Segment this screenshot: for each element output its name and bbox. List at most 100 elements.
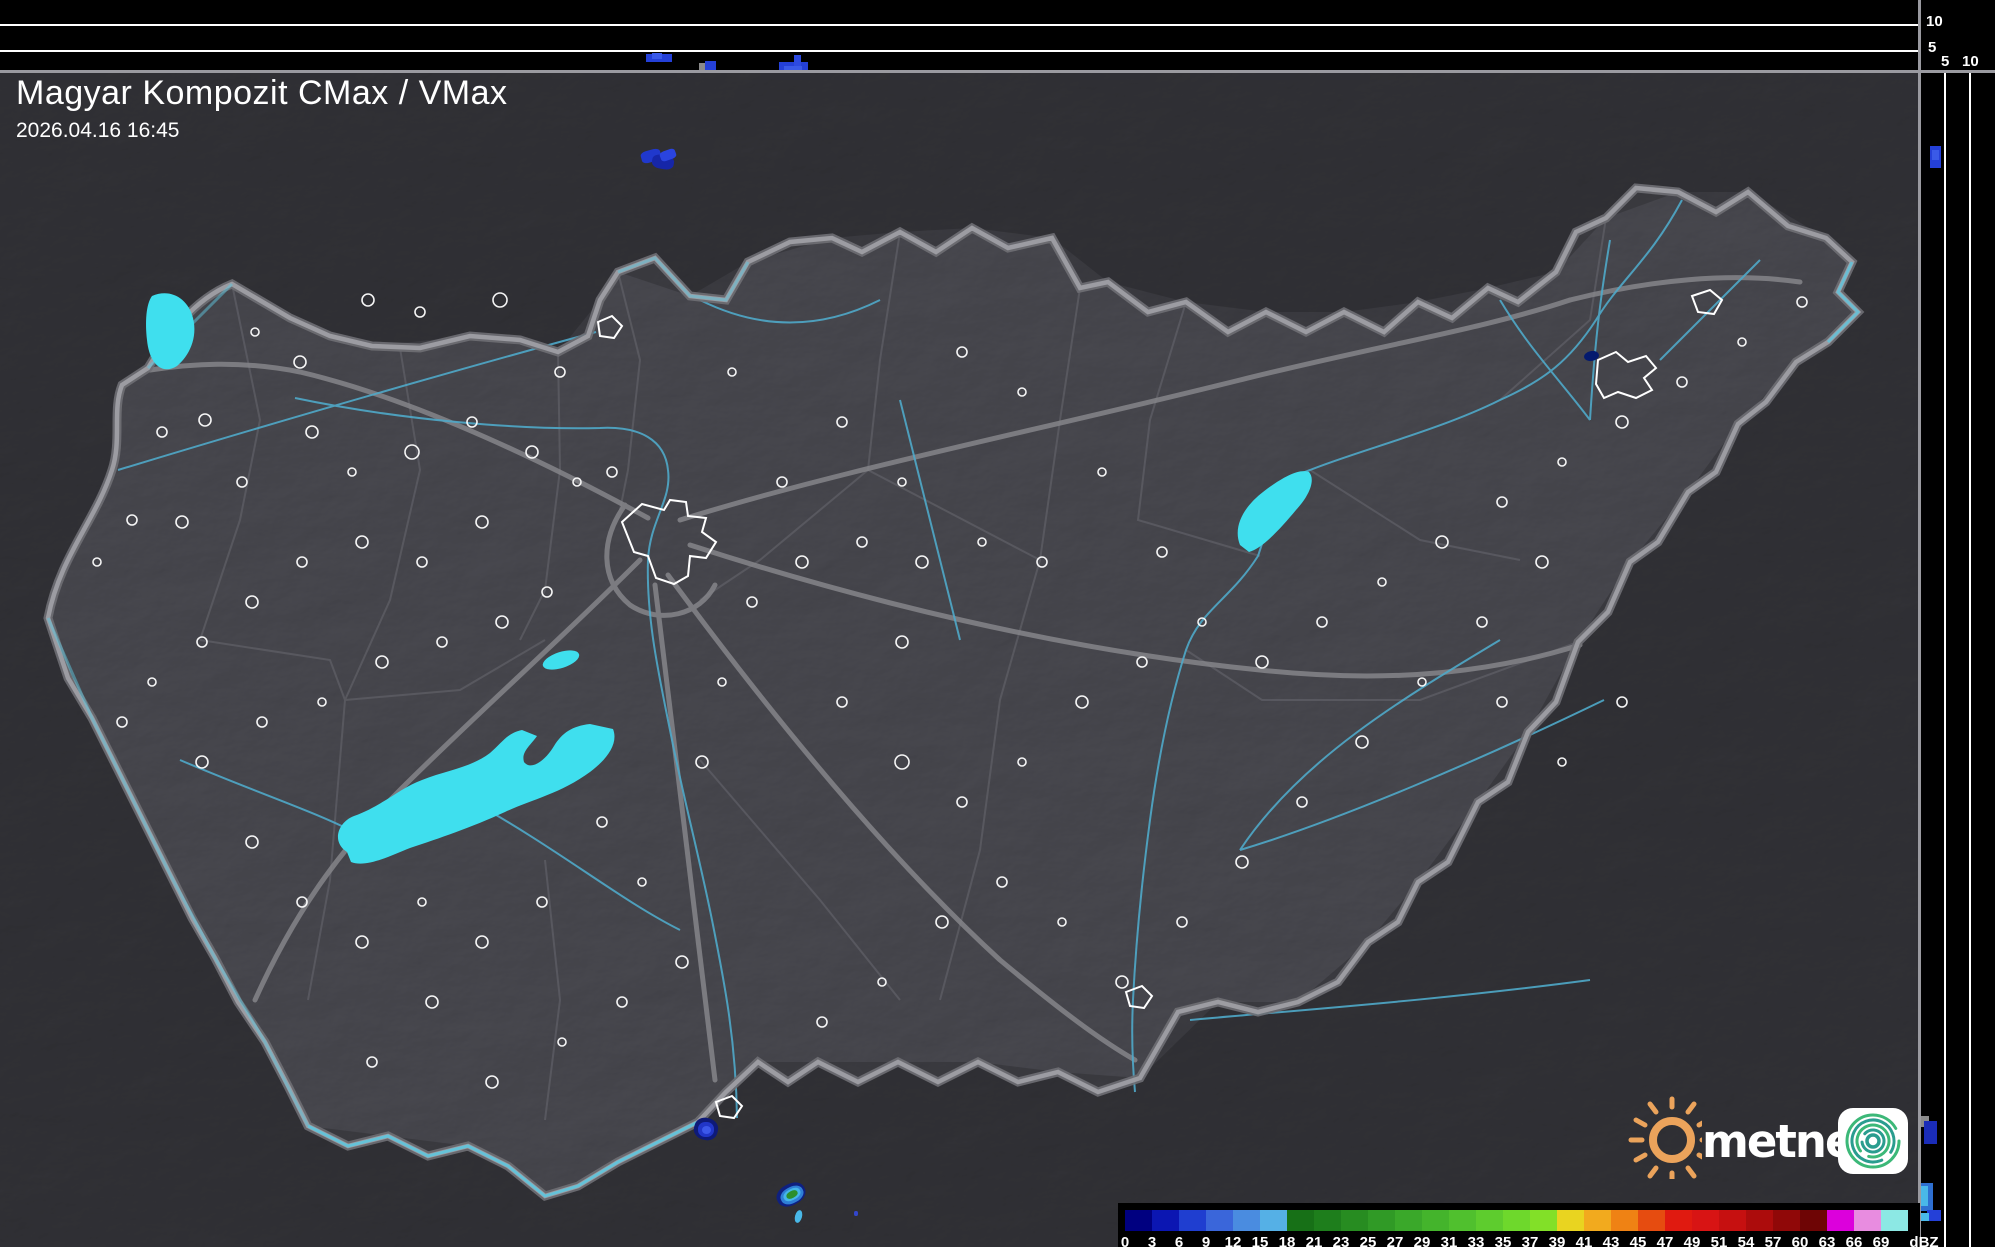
scale-cell-54	[1746, 1210, 1773, 1231]
town-marker	[895, 635, 909, 649]
scale-cell-63	[1827, 1210, 1854, 1231]
scale-cell-57	[1773, 1210, 1800, 1231]
scale-cell-23	[1341, 1210, 1368, 1231]
town-marker	[156, 426, 168, 438]
town-marker	[1676, 376, 1688, 388]
scale-cell-12	[1233, 1210, 1260, 1231]
river-sio	[469, 799, 681, 931]
scale-tick-label: 6	[1174, 1234, 1184, 1247]
radar-echo	[705, 61, 716, 71]
town-marker	[637, 877, 647, 887]
radar-echo	[854, 1211, 858, 1216]
metnet-app-icon	[1838, 1108, 1908, 1174]
town-marker	[147, 677, 157, 687]
town-marker	[375, 655, 389, 669]
outside-country-shade	[0, 72, 1920, 1247]
town-marker	[1476, 616, 1488, 628]
spiral-icon	[1845, 1113, 1901, 1169]
scale-tick-label: 35	[1494, 1234, 1512, 1247]
rivers	[117, 199, 1761, 1119]
scale-cell-33	[1476, 1210, 1503, 1231]
town-marker	[296, 896, 308, 908]
right-panel-gridline-10km	[1969, 72, 1971, 1247]
town-outlines	[92, 292, 1808, 1089]
town-marker	[1017, 387, 1027, 397]
town-marker	[250, 327, 260, 337]
town-marker	[616, 996, 628, 1008]
town-marker	[296, 556, 308, 568]
scale-cell-18	[1287, 1210, 1314, 1231]
scale-tick-label: 54	[1737, 1234, 1755, 1247]
scale-tick-label: 39	[1548, 1234, 1566, 1247]
scale-tick-label: 47	[1656, 1234, 1674, 1247]
town-marker	[475, 935, 489, 949]
lakes	[146, 293, 1312, 864]
width-axis-tick-5: 5	[1941, 53, 1950, 70]
town-marker	[695, 755, 709, 769]
town-marker	[1496, 496, 1508, 508]
town-marker	[897, 477, 907, 487]
scale-cell-37	[1530, 1210, 1557, 1231]
scale-tick-label: 29	[1413, 1234, 1431, 1247]
town-marker	[1535, 555, 1549, 569]
town-marker	[541, 586, 553, 598]
town-marker	[236, 476, 248, 488]
town-marker	[196, 636, 208, 648]
town-marker	[935, 915, 949, 929]
scale-cell-47	[1665, 1210, 1692, 1231]
lake-tisza	[1237, 471, 1312, 552]
lake-velence	[542, 650, 580, 670]
town-marker	[1796, 296, 1808, 308]
scale-tick-label: 49	[1683, 1234, 1701, 1247]
town-marker	[1296, 796, 1308, 808]
scale-tick-label: 45	[1629, 1234, 1647, 1247]
scale-tick-label: 69	[1872, 1234, 1890, 1247]
town-marker	[1316, 616, 1328, 628]
scale-tick-label: 51	[1710, 1234, 1728, 1247]
town-marker	[1197, 617, 1207, 627]
scale-tick-label: 25	[1359, 1234, 1377, 1247]
top-panel-gridline-10km	[0, 24, 1920, 26]
town-marker	[727, 367, 737, 377]
town-marker	[404, 444, 420, 460]
width-axis-tick-10: 10	[1962, 53, 1979, 70]
town-marker	[1255, 655, 1269, 669]
city-outlines	[596, 288, 1724, 1120]
terrain-relief-texture	[0, 72, 1920, 1247]
town-marker	[361, 293, 375, 307]
scale-tick-label: 43	[1602, 1234, 1620, 1247]
town-marker	[245, 835, 259, 849]
radar-echo	[1924, 1121, 1937, 1144]
town-marker	[572, 477, 582, 487]
reflectivity-scale: 0 3 6 9 12 15 18 21 23 25 27 29 31 33 35 37 39 41 43 45 47 49…	[1118, 1203, 1939, 1247]
scale-cell-21	[1314, 1210, 1341, 1231]
scale-tick-label: 12	[1224, 1234, 1242, 1247]
panel-divider-vertical	[1918, 0, 1921, 1247]
city-gyor	[596, 314, 624, 340]
town-marker	[92, 557, 102, 567]
scale-tick-label: 18	[1278, 1234, 1296, 1247]
budapest-outline	[620, 498, 718, 586]
town-marker	[1355, 735, 1369, 749]
scale-cell-66	[1854, 1210, 1881, 1231]
scale-tick-label: 21	[1305, 1234, 1323, 1247]
city-miskolc	[1594, 350, 1658, 400]
radar-echo	[1919, 1186, 1928, 1206]
town-marker	[877, 977, 887, 987]
lake-ferto	[146, 293, 195, 370]
town-marker	[1156, 546, 1168, 558]
river-raba	[117, 331, 597, 471]
city-szeged	[1124, 984, 1154, 1010]
scale-cell-27	[1395, 1210, 1422, 1231]
lake-balaton	[337, 724, 615, 864]
town-marker	[425, 995, 439, 1009]
scale-cell-15	[1260, 1210, 1287, 1231]
top-height-panel	[0, 0, 1920, 72]
scale-cell-0	[1125, 1210, 1152, 1231]
scale-tick-label: 33	[1467, 1234, 1485, 1247]
town-marker	[606, 466, 618, 478]
town-marker	[996, 876, 1008, 888]
town-marker	[525, 445, 539, 459]
radar-echo	[652, 53, 662, 59]
